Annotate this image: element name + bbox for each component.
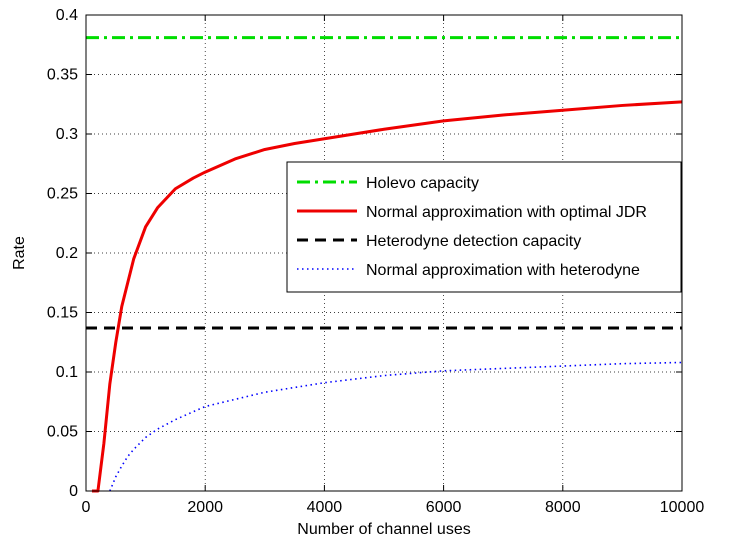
- y-tick-label: 0.4: [56, 7, 78, 24]
- y-tick-label: 0.2: [56, 245, 78, 262]
- x-tick-label: 10000: [660, 499, 705, 516]
- y-tick-label: 0.1: [56, 364, 78, 381]
- y-tick-label: 0.35: [47, 67, 78, 84]
- y-tick-label: 0: [69, 483, 78, 500]
- series-line-1: [91, 100, 683, 493]
- legend-label: Holevo capacity: [366, 175, 479, 192]
- legend-label: Normal approximation with heterodyne: [366, 262, 640, 279]
- x-tick-label: 4000: [307, 499, 343, 516]
- legend-box: [286, 161, 682, 293]
- x-tick-label: 6000: [426, 499, 462, 516]
- x-tick-label: 2000: [187, 499, 223, 516]
- x-tick-label: 0: [82, 499, 91, 516]
- y-axis-label: Rate: [11, 236, 28, 270]
- legend-label: Heterodyne detection capacity: [366, 233, 581, 250]
- legend: Holevo capacity Normal approximation with…: [286, 161, 682, 293]
- x-axis-label: Number of channel uses: [297, 521, 470, 538]
- y-tick-label: 0.3: [56, 126, 78, 143]
- y-tick-label: 0.25: [47, 186, 78, 203]
- y-tick-label: 0.05: [47, 424, 78, 441]
- legend-label: Normal approximation with optimal JDR: [366, 204, 647, 221]
- axis-ticks: 0 2000 4000 6000 8000 10000 0 0.05 0.1 0.15 0.2 0.2…: [47, 7, 704, 516]
- x-tick-label: 8000: [545, 499, 581, 516]
- plot-series: [86, 36, 683, 493]
- y-tick-label: 0.15: [47, 305, 78, 322]
